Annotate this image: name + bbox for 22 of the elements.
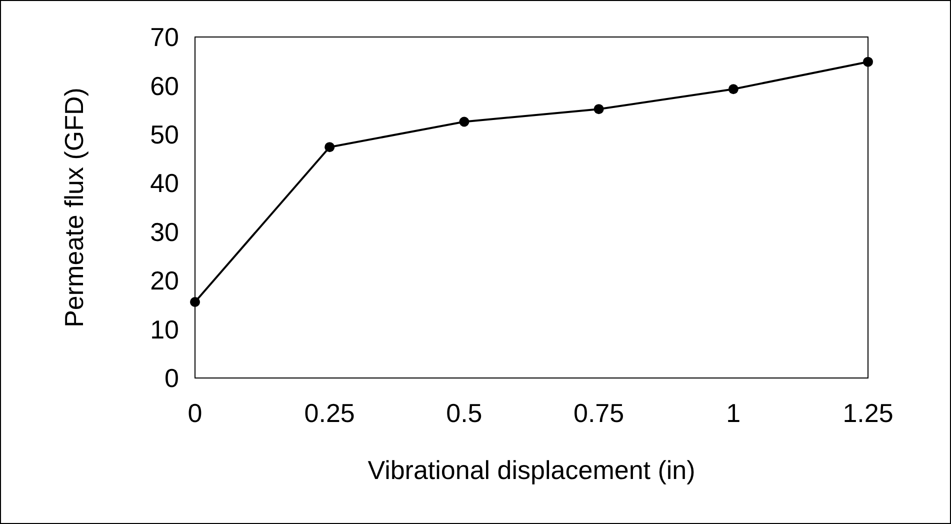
x-tick-label: 0.5	[446, 398, 482, 428]
point	[324, 142, 335, 152]
point	[594, 104, 604, 114]
y-axis-title: Permeate flux (GFD)	[59, 88, 90, 328]
x-axis-title: Vibrational displacement (in)	[368, 455, 696, 485]
y-tick-label: 0	[164, 363, 179, 394]
y-tick-label: 70	[150, 22, 179, 52]
x-tick-label: 0.25	[304, 398, 355, 428]
x-tick-label: 0.75	[573, 398, 624, 428]
y-tick-label: 30	[150, 216, 179, 247]
y-tick-label: 40	[150, 168, 179, 198]
point	[728, 84, 738, 94]
point	[459, 116, 470, 127]
x-tick-label: 0	[188, 398, 202, 428]
y-tick-label: 10	[150, 314, 179, 344]
y-tick-label: 60	[150, 70, 179, 101]
x-tick-label: 1	[726, 398, 741, 428]
y-tick-label: 50	[150, 120, 179, 150]
point	[863, 56, 873, 67]
point	[190, 297, 200, 308]
x-tick-label: 1.25	[842, 398, 894, 428]
y-tick-label: 20	[150, 266, 179, 296]
